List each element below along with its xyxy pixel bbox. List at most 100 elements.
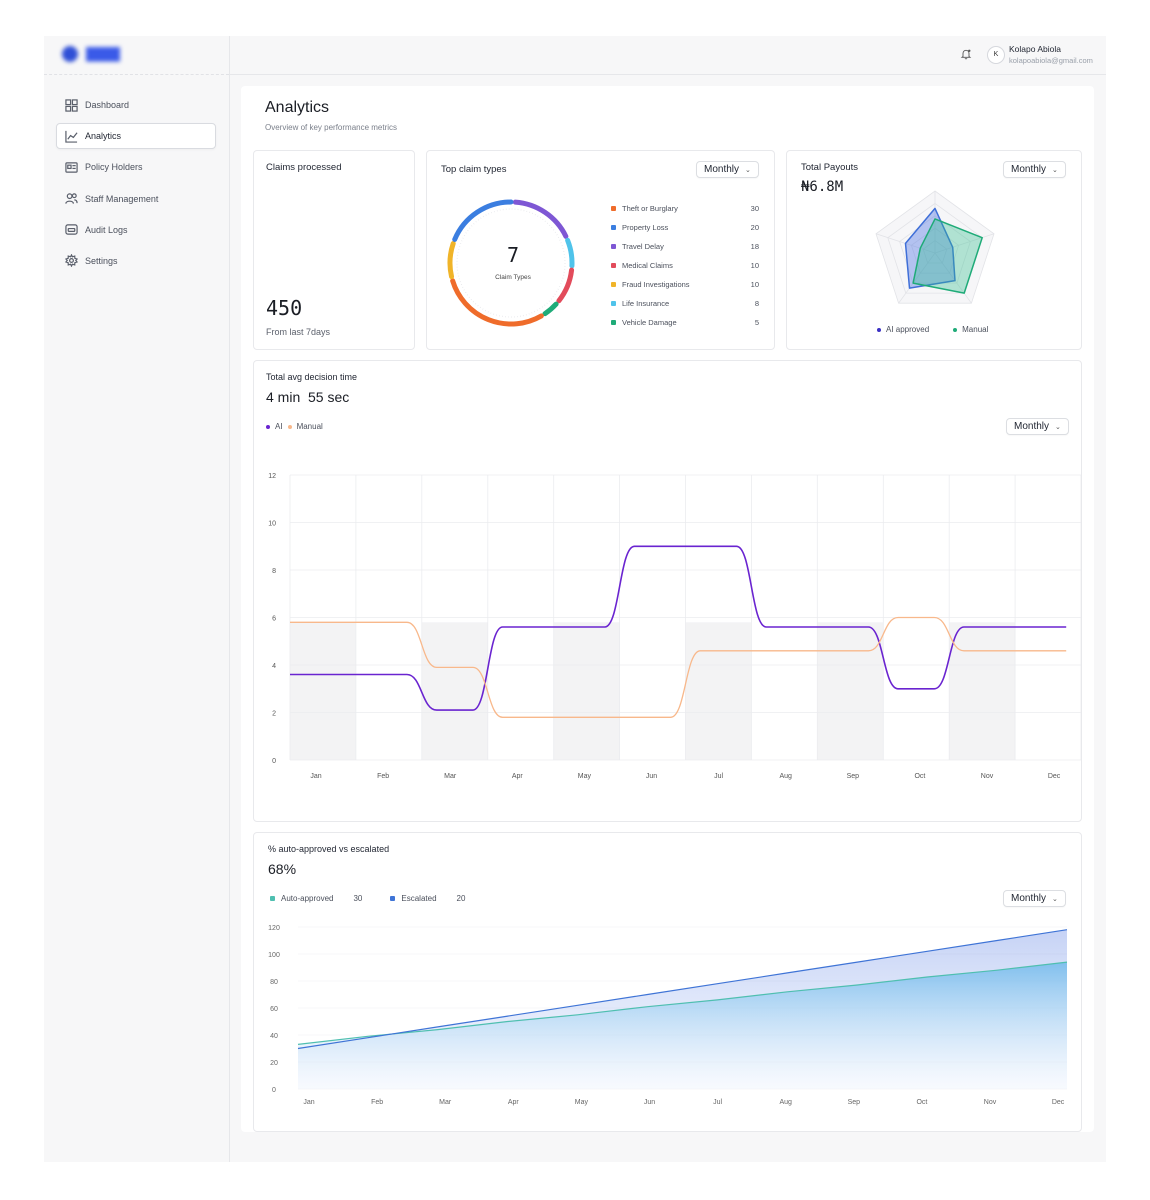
legend-value: 30 bbox=[353, 894, 363, 903]
legend-item: Vehicle Damage 5 bbox=[611, 313, 759, 332]
chart-column-shade bbox=[817, 622, 884, 761]
legend-swatch bbox=[611, 320, 616, 325]
legend-swatch bbox=[390, 896, 396, 901]
chart-column-shade bbox=[421, 622, 488, 761]
y-tick-label: 100 bbox=[268, 952, 280, 959]
legend-label: Medical Claims bbox=[622, 261, 673, 270]
x-tick-label: Feb bbox=[371, 1099, 383, 1106]
legend-swatch bbox=[611, 206, 616, 211]
dropdown-value: Monthly bbox=[1011, 164, 1047, 175]
avatar[interactable]: K bbox=[987, 46, 1005, 64]
grid-icon bbox=[65, 98, 78, 112]
sidebar-item-staff-management[interactable]: Staff Management bbox=[56, 186, 216, 212]
log-icon bbox=[65, 224, 78, 235]
x-tick-label: Sep bbox=[848, 1099, 861, 1106]
main-content: Analytics Overview of key performance me… bbox=[241, 86, 1094, 1132]
decision-time-minutes: 4 min bbox=[266, 389, 301, 405]
line-auto-approved bbox=[297, 961, 1068, 1045]
sidebar: ████ Dashboard Analytics Policy Holders … bbox=[44, 36, 230, 1162]
legend-item: Property Loss 20 bbox=[611, 218, 759, 237]
chevron-down-icon: ⌄ bbox=[1052, 166, 1058, 174]
radar-series-ai-approved bbox=[904, 207, 956, 289]
y-tick-label: 12 bbox=[268, 473, 276, 480]
legend-value: 8 bbox=[754, 299, 759, 308]
legend-value: 20 bbox=[750, 223, 759, 232]
legend-swatch bbox=[611, 225, 616, 230]
chart-column-shade bbox=[949, 622, 1016, 761]
line-series-manual bbox=[290, 616, 1067, 718]
bell-icon[interactable] bbox=[960, 48, 972, 60]
id-card-icon bbox=[65, 162, 78, 173]
legend-value: 5 bbox=[754, 318, 759, 327]
legend-swatch bbox=[611, 282, 616, 287]
x-tick-label: Jun bbox=[644, 1099, 655, 1106]
donut-slice bbox=[542, 301, 559, 317]
sidebar-item-settings[interactable]: Settings bbox=[56, 248, 216, 274]
period-dropdown[interactable]: Monthly ⌄ bbox=[1003, 890, 1066, 907]
card-title: % auto-approved vs escalated bbox=[268, 844, 390, 854]
sidebar-item-label: Policy Holders bbox=[85, 162, 143, 173]
donut-inner-ring bbox=[456, 208, 566, 318]
x-tick-label: May bbox=[575, 1099, 589, 1106]
legend-item: Fraud Investigations 10 bbox=[611, 275, 759, 294]
chart-line-icon bbox=[65, 130, 78, 143]
top-bar: K Kolapo Abiola kolapoabiola@gmail.com bbox=[230, 36, 1106, 75]
legend-swatch bbox=[270, 896, 275, 901]
card-title: Total avg decision time bbox=[266, 372, 358, 382]
legend-label: Manual bbox=[962, 325, 989, 334]
sidebar-item-label: Staff Management bbox=[85, 193, 159, 204]
sidebar-item-dashboard[interactable]: Dashboard bbox=[56, 92, 216, 118]
legend-dot bbox=[266, 424, 270, 429]
decision-time-seconds: 55 sec bbox=[308, 389, 350, 405]
legend-value: 30 bbox=[750, 204, 759, 213]
y-tick-label: 20 bbox=[270, 1060, 278, 1067]
page-subtitle: Overview of key performance metrics bbox=[265, 123, 398, 132]
decision-time-line-chart: 0 2 4 6 8 10 12 Jan Feb Mar Apr May Jun Jul Aug Sep Oct N… bbox=[268, 473, 1081, 780]
card-title: Claims processed bbox=[266, 162, 342, 173]
users-icon bbox=[65, 193, 78, 204]
sidebar-item-audit-logs[interactable]: Audit Logs bbox=[56, 217, 216, 243]
page-title: Analytics bbox=[265, 99, 330, 116]
radar-series-manual bbox=[912, 218, 983, 294]
sidebar-item-analytics[interactable]: Analytics bbox=[56, 123, 216, 150]
legend-label: Theft or Burglary bbox=[622, 204, 678, 213]
radar-grid-ring bbox=[910, 227, 960, 274]
logo[interactable]: ████ bbox=[62, 46, 120, 62]
decision-time-value: 4 min 55 sec bbox=[266, 389, 349, 405]
sidebar-item-label: Settings bbox=[85, 255, 118, 266]
sidebar-item-policy-holders[interactable]: Policy Holders bbox=[56, 154, 216, 180]
legend-label: Life Insurance bbox=[622, 299, 670, 308]
x-tick-label: Sep bbox=[847, 773, 860, 780]
legend-label: Auto-approved bbox=[281, 894, 334, 903]
decision-time-card: Total avg decision time 4 min 55 sec AI … bbox=[253, 360, 1082, 822]
y-tick-label: 40 bbox=[270, 1033, 278, 1040]
x-tick-label: Feb bbox=[377, 773, 389, 780]
donut-center-value: 7 bbox=[506, 243, 520, 267]
y-tick-label: 120 bbox=[268, 925, 280, 932]
legend-value: 10 bbox=[750, 280, 759, 289]
x-tick-label: Nov bbox=[984, 1099, 997, 1106]
total-payouts-card: Total Payouts Monthly ⌄ ₦6.8M AI approved… bbox=[786, 150, 1082, 350]
total-payouts-value: ₦6.8M bbox=[801, 179, 844, 195]
y-tick-label: 10 bbox=[268, 521, 276, 528]
donut-center-label: Claim Types bbox=[495, 274, 531, 281]
period-dropdown[interactable]: Monthly ⌄ bbox=[1003, 161, 1066, 178]
legend-label: AI approved bbox=[886, 325, 930, 334]
auto-approved-legend: Auto-approved 30 Escalated 20 bbox=[270, 894, 465, 903]
period-dropdown[interactable]: Monthly ⌄ bbox=[1006, 418, 1069, 435]
donut-slice bbox=[556, 267, 575, 304]
chart-column-shade bbox=[685, 622, 752, 761]
period-dropdown[interactable]: Monthly ⌄ bbox=[696, 161, 759, 178]
legend-label: Fraud Investigations bbox=[622, 280, 690, 289]
payouts-radar-chart bbox=[875, 190, 995, 304]
y-tick-label: 4 bbox=[272, 663, 276, 670]
legend-item: Medical Claims 10 bbox=[611, 256, 759, 275]
dropdown-value: Monthly bbox=[1011, 893, 1047, 904]
claims-processed-card: Claims processed 450 From last 7days bbox=[253, 150, 415, 350]
legend-label: Manual bbox=[296, 422, 323, 431]
claim-types-legend: Theft or Burglary 30 Property Loss 20 Travel… bbox=[611, 199, 759, 332]
claim-types-donut bbox=[447, 199, 575, 327]
auto-approved-value: 68% bbox=[268, 861, 297, 877]
x-tick-label: Jan bbox=[310, 773, 321, 780]
chart-column-shade bbox=[553, 622, 620, 761]
